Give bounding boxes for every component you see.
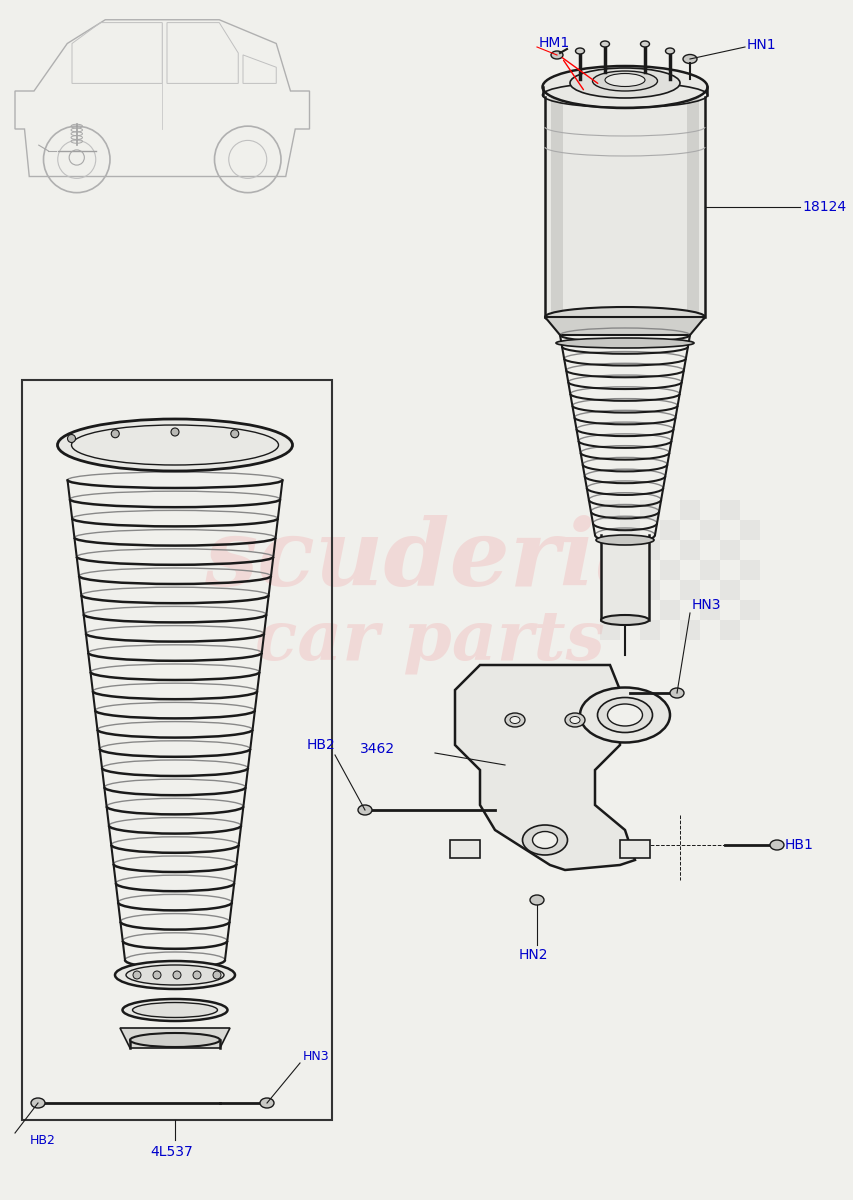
Bar bbox=[740, 520, 759, 540]
Ellipse shape bbox=[575, 48, 583, 54]
Text: HN3: HN3 bbox=[303, 1050, 329, 1063]
Circle shape bbox=[111, 430, 119, 438]
Bar bbox=[679, 540, 699, 560]
Ellipse shape bbox=[542, 66, 706, 108]
Ellipse shape bbox=[569, 68, 679, 98]
Bar bbox=[639, 540, 659, 560]
Text: scuderia: scuderia bbox=[204, 515, 656, 605]
Ellipse shape bbox=[606, 704, 641, 726]
Bar bbox=[719, 500, 740, 520]
Ellipse shape bbox=[132, 1002, 218, 1018]
Text: 3462: 3462 bbox=[360, 742, 395, 756]
Bar bbox=[659, 600, 679, 620]
Circle shape bbox=[67, 434, 75, 443]
Circle shape bbox=[212, 971, 221, 979]
Text: HM1: HM1 bbox=[538, 36, 570, 50]
Bar bbox=[600, 620, 619, 640]
Ellipse shape bbox=[640, 41, 649, 47]
Ellipse shape bbox=[57, 419, 293, 470]
Ellipse shape bbox=[122, 998, 227, 1021]
Ellipse shape bbox=[31, 1098, 45, 1108]
Ellipse shape bbox=[550, 50, 562, 59]
Text: 4L537: 4L537 bbox=[150, 1145, 193, 1159]
Bar bbox=[659, 560, 679, 580]
Text: car parts: car parts bbox=[255, 606, 604, 673]
Ellipse shape bbox=[530, 895, 543, 905]
Bar bbox=[639, 580, 659, 600]
Bar bbox=[686, 97, 699, 317]
Circle shape bbox=[153, 971, 161, 979]
Bar bbox=[600, 500, 619, 520]
Ellipse shape bbox=[115, 961, 235, 989]
Ellipse shape bbox=[509, 716, 519, 724]
Ellipse shape bbox=[592, 71, 657, 91]
Ellipse shape bbox=[565, 713, 584, 727]
Bar bbox=[679, 580, 699, 600]
Text: HN1: HN1 bbox=[746, 38, 775, 52]
Circle shape bbox=[173, 971, 181, 979]
Ellipse shape bbox=[600, 41, 609, 47]
Ellipse shape bbox=[357, 805, 372, 815]
Ellipse shape bbox=[555, 338, 693, 348]
Ellipse shape bbox=[597, 697, 652, 732]
Bar bbox=[619, 520, 639, 540]
Circle shape bbox=[133, 971, 141, 979]
Bar bbox=[740, 600, 759, 620]
Bar bbox=[679, 500, 699, 520]
Ellipse shape bbox=[682, 54, 696, 64]
Bar bbox=[639, 620, 659, 640]
Bar bbox=[699, 520, 719, 540]
Ellipse shape bbox=[544, 307, 705, 326]
Bar bbox=[600, 540, 619, 560]
Bar bbox=[619, 600, 639, 620]
Text: HB2: HB2 bbox=[30, 1134, 55, 1147]
Circle shape bbox=[193, 971, 200, 979]
Text: HB1: HB1 bbox=[784, 838, 813, 852]
Bar bbox=[699, 560, 719, 580]
Bar bbox=[550, 97, 562, 317]
Ellipse shape bbox=[664, 48, 674, 54]
Bar bbox=[619, 560, 639, 580]
Ellipse shape bbox=[130, 1033, 220, 1046]
Ellipse shape bbox=[604, 73, 644, 86]
Ellipse shape bbox=[595, 535, 653, 545]
Polygon shape bbox=[120, 1028, 229, 1048]
Text: HN3: HN3 bbox=[691, 598, 721, 612]
Bar bbox=[699, 600, 719, 620]
Text: HB2: HB2 bbox=[306, 738, 335, 752]
Bar bbox=[740, 560, 759, 580]
Ellipse shape bbox=[126, 965, 223, 985]
Text: HN2: HN2 bbox=[519, 948, 548, 962]
Bar bbox=[130, 1040, 220, 1048]
Circle shape bbox=[171, 428, 179, 436]
Bar bbox=[679, 620, 699, 640]
Ellipse shape bbox=[769, 840, 783, 850]
Polygon shape bbox=[455, 665, 635, 870]
Ellipse shape bbox=[72, 425, 278, 464]
Ellipse shape bbox=[670, 688, 683, 698]
Ellipse shape bbox=[569, 716, 579, 724]
Bar bbox=[600, 580, 619, 600]
Bar bbox=[639, 500, 659, 520]
Bar bbox=[719, 580, 740, 600]
Circle shape bbox=[230, 430, 239, 438]
Text: 18124: 18124 bbox=[801, 200, 845, 214]
Ellipse shape bbox=[259, 1098, 274, 1108]
Ellipse shape bbox=[532, 832, 557, 848]
Bar bbox=[601, 535, 648, 620]
Bar bbox=[450, 840, 479, 858]
Ellipse shape bbox=[504, 713, 525, 727]
Bar bbox=[659, 520, 679, 540]
Bar bbox=[22, 380, 332, 1120]
Bar bbox=[619, 840, 649, 858]
Bar bbox=[544, 97, 705, 317]
Bar bbox=[719, 620, 740, 640]
Polygon shape bbox=[544, 317, 705, 335]
Bar bbox=[719, 540, 740, 560]
Ellipse shape bbox=[601, 614, 648, 625]
Ellipse shape bbox=[579, 688, 670, 743]
Ellipse shape bbox=[522, 826, 567, 854]
